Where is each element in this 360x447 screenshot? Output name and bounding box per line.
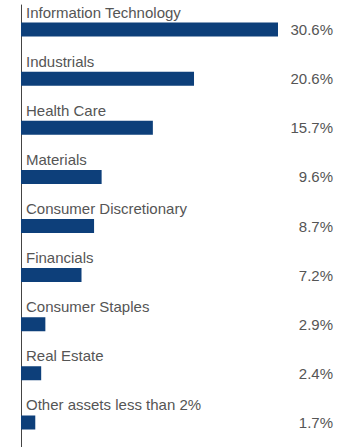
svg-text:20.6%: 20.6% xyxy=(290,70,333,87)
svg-text:Real Estate: Real Estate xyxy=(26,347,104,364)
svg-text:7.2%: 7.2% xyxy=(299,267,333,284)
svg-text:9.6%: 9.6% xyxy=(299,168,333,185)
svg-text:15.7%: 15.7% xyxy=(290,119,333,136)
svg-text:Industrials: Industrials xyxy=(26,53,94,70)
svg-text:Other assets less than 2%: Other assets less than 2% xyxy=(26,396,201,413)
svg-text:Financials: Financials xyxy=(26,249,94,266)
svg-text:8.7%: 8.7% xyxy=(299,218,333,235)
svg-text:Materials: Materials xyxy=(26,151,87,168)
svg-text:1.7%: 1.7% xyxy=(299,414,333,431)
svg-text:30.6%: 30.6% xyxy=(290,21,333,38)
svg-text:Information Technology: Information Technology xyxy=(26,4,181,21)
svg-text:Health Care: Health Care xyxy=(26,102,106,119)
svg-text:Consumer Discretionary: Consumer Discretionary xyxy=(26,200,187,217)
svg-text:Consumer Staples: Consumer Staples xyxy=(26,298,149,315)
svg-text:2.9%: 2.9% xyxy=(299,316,333,333)
svg-text:2.4%: 2.4% xyxy=(299,365,333,382)
